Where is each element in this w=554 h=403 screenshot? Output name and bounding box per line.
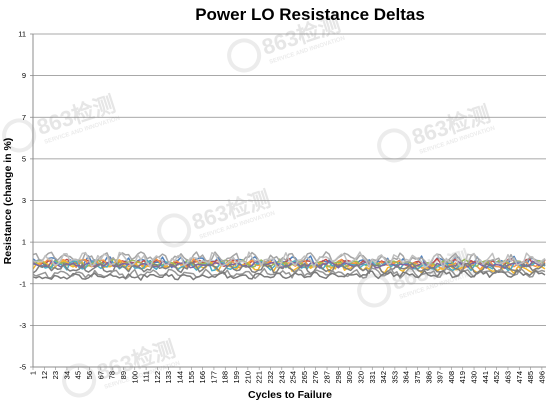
x-tick-label: 243 (277, 371, 286, 384)
x-tick-label: 375 (413, 371, 422, 384)
x-tick-label: 298 (334, 371, 343, 384)
gridlines (30, 33, 546, 368)
y-tick-label: 5 (22, 154, 26, 163)
y-tick-label: -5 (19, 363, 26, 372)
x-tick-label: 199 (232, 371, 241, 384)
x-tick-label: 463 (503, 371, 512, 384)
x-tick-label: 12 (40, 371, 49, 379)
x-tick-label: 177 (209, 371, 218, 384)
x-tick-label: 342 (379, 371, 388, 384)
y-tick-label: 9 (22, 71, 26, 80)
watermark-logo-icon (62, 363, 97, 398)
x-axis-label: Cycles to Failure (248, 389, 332, 401)
series-line-9 (32, 251, 546, 269)
x-tick-label: 100 (130, 371, 139, 384)
x-tick-label: 56 (85, 371, 94, 379)
x-tick-labels: 1 12 23 34 45 56 67 78 89 100 111 122 133 144 155 166 17… (29, 367, 546, 384)
x-tick-label: 496 (537, 371, 546, 384)
x-tick-label: 89 (119, 371, 128, 379)
y-tick-label: 3 (22, 196, 26, 205)
watermark-logo-icon (357, 273, 392, 308)
x-tick-label: 122 (153, 371, 162, 384)
x-tick-label: 166 (198, 371, 207, 384)
x-tick-label: 111 (142, 371, 151, 382)
y-tick-label: 11 (18, 30, 26, 39)
x-tick-label: 133 (164, 371, 173, 384)
x-tick-label: 45 (74, 371, 83, 379)
x-tick-label: 287 (323, 371, 332, 384)
series-layer (32, 251, 546, 281)
x-tick-label: 276 (311, 371, 320, 384)
x-tick-label: 254 (289, 371, 298, 384)
x-tick-label: 309 (345, 371, 354, 384)
x-tick-label: 188 (221, 371, 230, 384)
x-tick-label: 331 (368, 371, 377, 384)
series-line-10 (32, 262, 546, 275)
x-tick-label: 232 (266, 371, 275, 384)
x-tick-label: 144 (176, 371, 185, 384)
chart-title: Power LO Resistance Deltas (195, 5, 425, 24)
watermark-logo-icon (377, 128, 412, 163)
y-tick-label: 1 (22, 238, 26, 247)
x-tick-label: 155 (187, 371, 196, 384)
x-tick-label: 474 (515, 371, 524, 384)
x-tick-label: 353 (390, 371, 399, 384)
x-tick-label: 485 (526, 371, 535, 384)
x-tick-label: 320 (356, 371, 365, 384)
y-tick-labels: -5 -3 -1 1 3 5 7 9 11 (18, 30, 26, 372)
y-tick-label: -1 (19, 279, 26, 288)
x-tick-label: 1 (29, 371, 38, 375)
x-tick-label: 265 (300, 371, 309, 384)
x-tick-label: 221 (255, 371, 264, 384)
x-tick-label: 397 (436, 371, 445, 384)
x-tick-label: 23 (51, 371, 60, 379)
x-tick-label: 78 (108, 371, 117, 379)
x-tick-label: 386 (424, 371, 433, 384)
x-tick-label: 430 (470, 371, 479, 384)
series-line-12 (32, 269, 546, 281)
x-tick-label: 364 (402, 371, 411, 384)
y-axis-label: Resistance (change in %) (2, 138, 14, 265)
y-tick-label: 7 (22, 113, 26, 122)
watermark-logo-icon (227, 38, 262, 73)
x-tick-label: 210 (243, 371, 252, 384)
x-tick-label: 419 (458, 371, 467, 384)
x-tick-label: 452 (492, 371, 501, 384)
watermark-logo-icon (157, 213, 192, 248)
x-tick-label: 441 (481, 371, 490, 384)
x-tick-label: 67 (96, 371, 105, 379)
x-tick-label: 34 (62, 371, 71, 379)
y-tick-label: -3 (19, 321, 26, 330)
x-tick-label: 408 (447, 371, 456, 384)
